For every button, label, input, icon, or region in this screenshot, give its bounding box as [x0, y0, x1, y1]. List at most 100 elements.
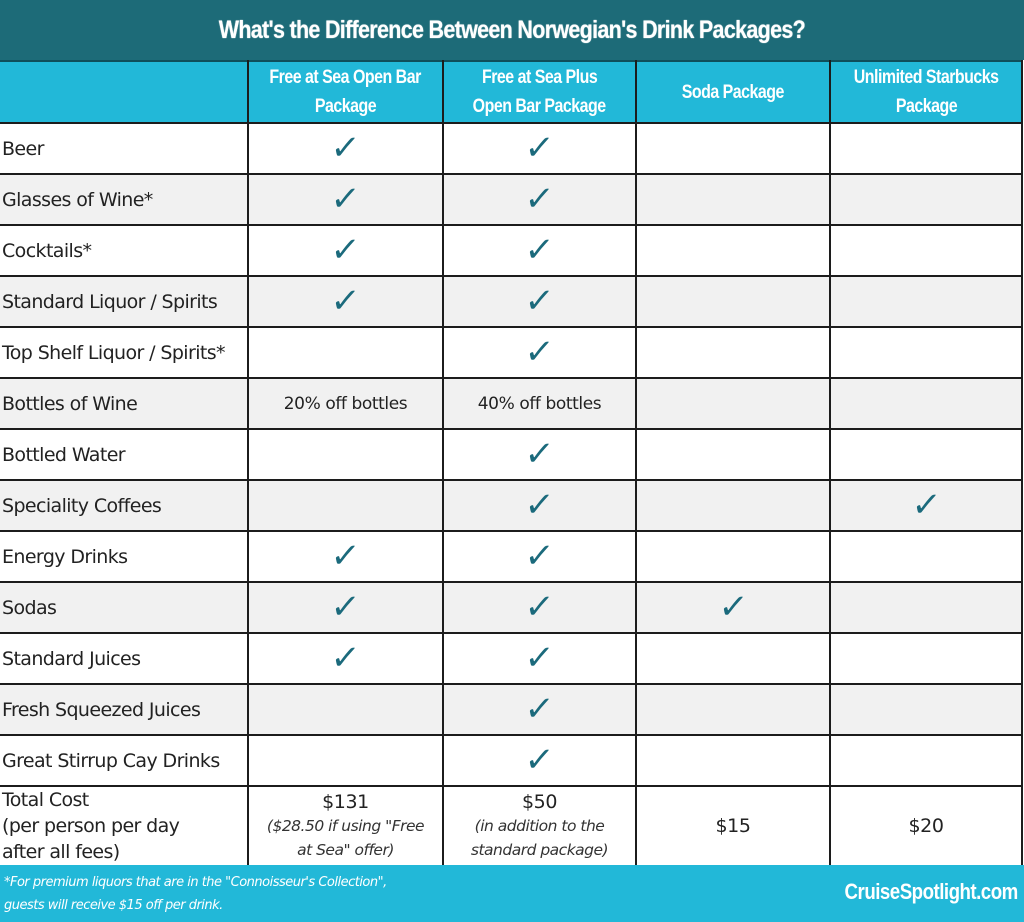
table-cell [247, 734, 444, 787]
table-row: Standard Liquor / Spirits ✓ ✓ [0, 275, 1023, 328]
total-cost-cell: $131 ($28.50 if using "Free at Sea" offer) [247, 785, 444, 867]
checkmark-icon: ✓ [329, 179, 362, 219]
cost-note: standard package) [470, 841, 609, 859]
table-cell: 40% off bottles [442, 377, 637, 430]
table-cell [635, 173, 831, 226]
cost-value: $15 [715, 815, 751, 837]
checkmark-icon: ✓ [523, 485, 556, 525]
checkmark-icon: ✓ [523, 128, 556, 168]
table-cell: ✓ [247, 122, 444, 175]
table-row: Sodas ✓ ✓ ✓ [0, 581, 1023, 634]
table-cell [829, 683, 1023, 736]
row-label: Top Shelf Liquor / Spirits* [0, 326, 249, 379]
checkmark-icon: ✓ [329, 536, 362, 576]
row-label: Great Stirrup Cay Drinks [0, 734, 249, 787]
table-cell [247, 479, 444, 532]
total-cost-label: Total Cost (per person per day after all f… [0, 785, 249, 867]
checkmark-icon: ✓ [329, 587, 362, 627]
header-free-at-sea-open-bar: Free at Sea Open Bar Package [247, 60, 444, 124]
table-cell: ✓ [247, 530, 444, 583]
checkmark-icon: ✓ [716, 587, 750, 627]
brand-logo-text: CruiseSpotlight.com [844, 879, 1019, 904]
row-label: Standard Liquor / Spirits [0, 275, 249, 328]
table-row: Great Stirrup Cay Drinks ✓ [0, 734, 1023, 787]
table-row: Bottles of Wine 20% off bottles 40% off bo… [0, 377, 1023, 430]
total-cost-cell: $20 [829, 785, 1023, 867]
table-cell [829, 173, 1023, 226]
cost-note: ($28.50 if using "Free [266, 817, 425, 835]
cost-value: $20 [908, 815, 944, 837]
table-cell [635, 224, 831, 277]
table-cell [635, 530, 831, 583]
table-cell: ✓ [247, 275, 444, 328]
table-row: Speciality Coffees ✓ ✓ [0, 479, 1023, 532]
row-label: Glasses of Wine* [0, 173, 249, 226]
checkmark-icon: ✓ [523, 638, 556, 678]
table-cell: ✓ [247, 581, 444, 634]
cost-note: (in addition to the [474, 817, 605, 835]
row-label: Bottles of Wine [0, 377, 249, 430]
table-cell: ✓ [442, 122, 637, 175]
table-row: Energy Drinks ✓ ✓ [0, 530, 1023, 583]
checkmark-icon: ✓ [523, 536, 556, 576]
row-label: Bottled Water [0, 428, 249, 481]
table-cell: ✓ [442, 428, 637, 481]
table-cell: ✓ [442, 734, 637, 787]
row-label: Beer [0, 122, 249, 175]
table-row: Top Shelf Liquor / Spirits* ✓ [0, 326, 1023, 379]
checkmark-icon: ✓ [523, 179, 556, 219]
row-label: Sodas [0, 581, 249, 634]
row-label: Cocktails* [0, 224, 249, 277]
table-cell [829, 224, 1023, 277]
table-cell [635, 377, 831, 430]
footnote: *For premium liquors that are in the "Co… [4, 875, 387, 913]
page-title: What's the Difference Between Norwegian'… [218, 15, 806, 44]
checkmark-icon: ✓ [329, 638, 362, 678]
table-cell: ✓ [635, 581, 831, 634]
table-cell [829, 632, 1023, 685]
header-unlimited-starbucks: Unlimited Starbucks Package [829, 60, 1023, 124]
table-cell: 20% off bottles [247, 377, 444, 430]
row-label: Energy Drinks [0, 530, 249, 583]
cost-value: $131 [322, 791, 369, 813]
title-band: What's the Difference Between Norwegian'… [0, 0, 1024, 60]
table-cell: ✓ [442, 683, 637, 736]
table-cell [829, 581, 1023, 634]
table-cell [829, 326, 1023, 379]
table-row: Cocktails* ✓ ✓ [0, 224, 1023, 277]
row-label: Standard Juices [0, 632, 249, 685]
table-cell: ✓ [829, 479, 1023, 532]
table-cell [247, 326, 444, 379]
table-cell [635, 326, 831, 379]
checkmark-icon: ✓ [909, 485, 943, 525]
checkmark-icon: ✓ [523, 689, 556, 729]
table-row: Standard Juices ✓ ✓ [0, 632, 1023, 685]
table-cell: ✓ [247, 224, 444, 277]
table-cell: ✓ [442, 173, 637, 226]
checkmark-icon: ✓ [523, 230, 556, 270]
checkmark-icon: ✓ [523, 281, 556, 321]
table-cell: ✓ [442, 479, 637, 532]
checkmark-icon: ✓ [523, 740, 556, 780]
table-cell: ✓ [442, 326, 637, 379]
table-row: Glasses of Wine* ✓ ✓ [0, 173, 1023, 226]
table-cell: ✓ [442, 530, 637, 583]
table-cell [635, 734, 831, 787]
table-cell [635, 683, 831, 736]
table-cell: ✓ [247, 632, 444, 685]
checkmark-icon: ✓ [329, 128, 362, 168]
row-label: Fresh Squeezed Juices [0, 683, 249, 736]
header-soda-package: Soda Package [635, 60, 831, 124]
checkmark-icon: ✓ [523, 587, 556, 627]
table-row: Fresh Squeezed Juices ✓ [0, 683, 1023, 736]
table-cell [247, 683, 444, 736]
checkmark-icon: ✓ [523, 434, 556, 474]
header-row: Free at Sea Open Bar Package Free at Sea … [0, 60, 1023, 124]
table-cell: ✓ [247, 173, 444, 226]
table-row: Beer ✓ ✓ [0, 122, 1023, 175]
header-free-at-sea-plus: Free at Sea Plus Open Bar Package [442, 60, 637, 124]
footer: *For premium liquors that are in the "Co… [0, 865, 1024, 922]
checkmark-icon: ✓ [329, 230, 362, 270]
total-cost-cell: $50 (in addition to the standard package) [442, 785, 637, 867]
checkmark-icon: ✓ [523, 332, 556, 372]
